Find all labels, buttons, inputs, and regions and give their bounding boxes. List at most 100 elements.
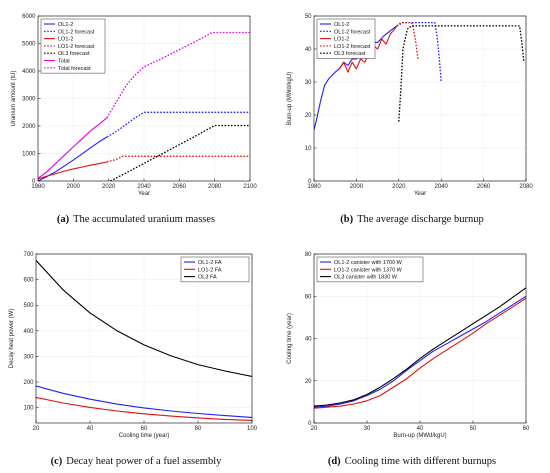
- caption-d-text: Cooling time with different burnups: [345, 456, 496, 467]
- series-line-ol1-2-fa: [36, 385, 252, 418]
- legend-label: LO1-2 forecast: [334, 44, 371, 50]
- legend-label: OL1-2 forecast: [58, 29, 95, 35]
- x-tick-label: 80: [195, 426, 202, 432]
- legend-label: OL1-2 forecast: [334, 29, 371, 35]
- x-tick-label: 2100: [243, 184, 257, 190]
- series-group: [314, 21, 525, 130]
- y-axis-label: Burn-up (MWd/kgU): [287, 72, 293, 125]
- series-line-ol1-2-canister-with-1700-w: [314, 295, 526, 408]
- x-tick-label: 2060: [477, 184, 491, 190]
- x-axis-label: Cooling time (year): [119, 433, 170, 439]
- series-line-lo1-2-fa: [36, 396, 252, 421]
- series-line-ol1-2: [314, 25, 398, 130]
- y-tick-label: 3000: [22, 97, 36, 103]
- x-tick-label: 40: [87, 426, 94, 432]
- plot-frame: [37, 15, 251, 182]
- y-tick-label: 20: [305, 113, 312, 119]
- y-tick-label: 30: [305, 80, 312, 86]
- series-line-ol3-fa: [36, 260, 252, 377]
- y-tick-label: 500: [23, 303, 34, 309]
- y-axis-label: Decay heat power (W): [9, 309, 15, 369]
- legend-label: OL3 forecast: [334, 51, 366, 57]
- x-tick-label: 20: [33, 426, 40, 432]
- panel-b: 1980 2000 2020 2040 2060 2080 0 10 20 30 40 50 Year B…: [287, 14, 533, 197]
- x-tick-label: 2080: [208, 184, 222, 190]
- x-tick-label: 100: [247, 426, 258, 432]
- x-tick-label: 2020: [392, 184, 406, 190]
- y-tick-label: 100: [23, 406, 34, 412]
- y-tick-label: 200: [23, 380, 34, 386]
- legend-label: OL3 forecast: [58, 51, 90, 57]
- caption-a-text: The accumulated uranium masses: [73, 214, 215, 225]
- series-group: [36, 260, 252, 421]
- x-axis-label: Year: [414, 191, 426, 197]
- legend-label: LO1-2 forecast: [58, 44, 95, 50]
- x-tick-label: 2040: [137, 184, 151, 190]
- x-tick-label: 1980: [307, 184, 321, 190]
- plot-frame: [313, 15, 527, 182]
- y-tick-label: 300: [23, 354, 34, 360]
- y-tick-label: 20: [305, 379, 312, 385]
- x-tick-label: 40: [417, 426, 424, 432]
- y-tick-label: 4000: [22, 69, 36, 75]
- caption-d: (d) Cooling time with different burnups: [328, 456, 496, 467]
- caption-c: (c) Decay heat power of a fuel assembly: [51, 456, 223, 467]
- legend-label: LO1-2 FA: [198, 267, 222, 273]
- series-group: [314, 287, 526, 409]
- caption-b: (b) The average discharge burnup: [340, 214, 483, 225]
- series-line-ol1-2-forecast: [106, 111, 250, 138]
- y-tick-label: 600: [23, 278, 34, 284]
- x-tick-label: 2020: [102, 184, 116, 190]
- y-tick-label: 1000: [22, 152, 36, 158]
- x-tick-label: 2060: [173, 184, 187, 190]
- y-tick-label: 2000: [22, 124, 36, 130]
- x-tick-label: 2000: [350, 184, 364, 190]
- x-tick-label: 20: [311, 426, 318, 432]
- legend-label: Total: [58, 59, 70, 65]
- panel-c: 20 40 60 80 100 100 200 300 400 500 600 700 Cooling …: [9, 252, 258, 439]
- legend-label: LO1-2: [58, 37, 73, 43]
- y-axis-label: Uranium amount (tU): [11, 70, 17, 126]
- y-tick-label: 60: [305, 294, 312, 300]
- series-group: [38, 31, 250, 181]
- caption-a-letter: (a): [57, 214, 70, 225]
- series-line-ol3-canister-with-1830-w: [314, 287, 526, 407]
- y-tick-label: 400: [23, 329, 34, 335]
- y-tick-label: 700: [23, 252, 34, 258]
- legend-label: OL1-2 canister with 1700 W: [334, 260, 403, 266]
- series-line-lo1-2: [38, 161, 108, 180]
- y-tick-label: 40: [305, 47, 312, 53]
- legend-label: OL3 FA: [198, 275, 217, 281]
- plot-frame: [35, 253, 253, 424]
- x-axis-label: Burn-up (MWd/kgU): [393, 433, 446, 439]
- x-tick-label: 2080: [519, 184, 533, 190]
- y-tick-label: 0: [308, 421, 312, 427]
- legend-label: OL1-2 FA: [198, 260, 222, 266]
- x-tick-label: 30: [364, 426, 371, 432]
- series-line-total-forecast: [106, 31, 250, 119]
- y-tick-label: 6000: [22, 14, 36, 20]
- series-line-lo1-2-forecast: [396, 21, 419, 59]
- y-tick-label: 5000: [22, 42, 36, 48]
- series-line-total: [38, 117, 108, 179]
- x-tick-label: 60: [141, 426, 148, 432]
- legend-label: OL1-2: [58, 22, 73, 28]
- y-axis-label: Cooling time (year): [287, 313, 293, 364]
- x-axis-label: Year: [138, 191, 150, 197]
- legend-label: LO1-2: [334, 37, 349, 43]
- plot-frame: [313, 253, 527, 424]
- legend-label: LO1-2 canister with 1370 W: [334, 267, 403, 273]
- series-line-ol3-forecast: [110, 124, 250, 181]
- caption-a: (a) The accumulated uranium masses: [57, 214, 215, 225]
- caption-c-letter: (c): [51, 456, 63, 467]
- series-line-lo1-2-canister-with-1370-w: [314, 297, 526, 409]
- y-tick-label: 40: [305, 337, 312, 343]
- y-tick-label: 80: [305, 252, 312, 258]
- caption-b-text: The average discharge burnup: [357, 214, 484, 225]
- x-tick-label: 1980: [31, 184, 45, 190]
- y-tick-label: 0: [308, 179, 312, 185]
- legend-label: OL3 canister with 1830 W: [334, 275, 398, 281]
- legend-box: [316, 256, 424, 283]
